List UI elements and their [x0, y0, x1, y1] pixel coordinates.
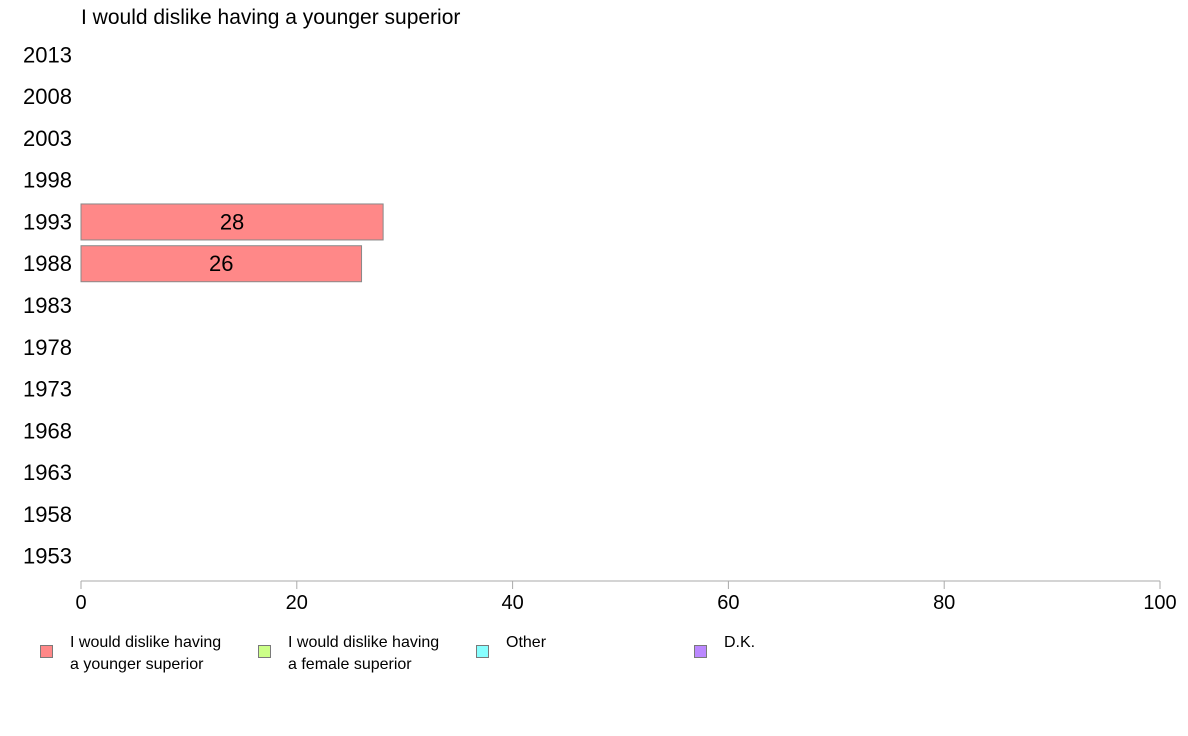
legend-item-dk: D.K. — [694, 632, 755, 658]
legend-label: I would dislike having a younger superio… — [70, 634, 222, 673]
legend-item-younger-superior: I would dislike having a younger superio… — [40, 632, 221, 676]
x-tick-label-80: 80 — [933, 592, 955, 614]
legend-swatch — [694, 645, 707, 658]
category-label-2013: 2013 — [23, 42, 72, 67]
category-label-1998: 1998 — [23, 168, 72, 193]
category-label-2008: 2008 — [23, 84, 72, 109]
x-tick-label-100: 100 — [1143, 592, 1176, 614]
data-label-1988: 26 — [209, 251, 233, 276]
legend-item-female-superior: I would dislike having a female superior — [258, 632, 439, 676]
category-label-1983: 1983 — [23, 293, 72, 318]
legend-swatch — [476, 645, 489, 658]
chart-title: I would dislike having a younger superio… — [81, 6, 461, 29]
category-label-1963: 1963 — [23, 460, 72, 485]
category-label-1988: 1988 — [23, 251, 72, 276]
x-tick-label-40: 40 — [501, 592, 523, 614]
category-label-1973: 1973 — [23, 377, 72, 402]
legend-swatch — [258, 645, 271, 658]
category-label-2003: 2003 — [23, 126, 72, 151]
legend-item-other: Other — [476, 632, 546, 658]
legend-label: I would dislike having a female superior — [288, 634, 440, 673]
x-tick-label-0: 0 — [75, 592, 86, 614]
legend-label: D.K. — [724, 634, 756, 651]
category-label-1978: 1978 — [23, 335, 72, 360]
category-label-1958: 1958 — [23, 502, 72, 527]
legend: I would dislike having a younger superio… — [0, 632, 1188, 692]
category-label-1968: 1968 — [23, 418, 72, 443]
data-label-1993: 28 — [220, 209, 244, 234]
legend-swatch — [40, 645, 53, 658]
x-tick-label-60: 60 — [717, 592, 739, 614]
bar-1993 — [80, 203, 384, 241]
bar-1988 — [80, 245, 363, 283]
category-label-1953: 1953 — [23, 544, 72, 569]
x-tick-label-20: 20 — [286, 592, 308, 614]
category-label-1993: 1993 — [23, 209, 72, 234]
legend-label: Other — [506, 634, 547, 651]
